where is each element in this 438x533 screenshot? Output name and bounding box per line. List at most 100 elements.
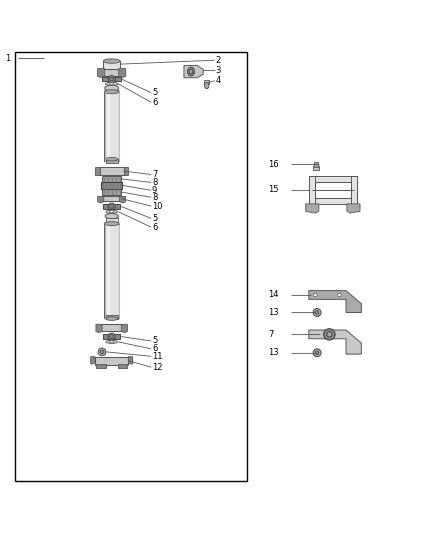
Bar: [100, 167, 124, 175]
Polygon shape: [96, 324, 102, 333]
Text: 5: 5: [152, 336, 157, 345]
Ellipse shape: [106, 317, 118, 320]
Ellipse shape: [106, 210, 117, 213]
Ellipse shape: [315, 351, 319, 354]
Bar: [96, 364, 106, 368]
Text: 6: 6: [152, 344, 157, 353]
Ellipse shape: [327, 332, 332, 337]
Bar: [104, 224, 119, 318]
Bar: [106, 315, 118, 319]
Bar: [102, 176, 121, 182]
Ellipse shape: [104, 222, 119, 225]
Bar: [309, 175, 315, 204]
Text: 6: 6: [152, 98, 157, 107]
Polygon shape: [124, 167, 128, 175]
Bar: [15, 52, 247, 481]
Polygon shape: [128, 357, 133, 364]
Bar: [103, 334, 120, 339]
Text: 5: 5: [152, 88, 157, 97]
Bar: [101, 324, 123, 332]
Ellipse shape: [106, 340, 117, 343]
Polygon shape: [98, 197, 104, 203]
Polygon shape: [121, 324, 127, 333]
Text: 8: 8: [152, 178, 157, 187]
Bar: [105, 90, 118, 94]
Bar: [351, 175, 357, 204]
Text: 13: 13: [268, 308, 279, 317]
Text: 9: 9: [152, 186, 157, 195]
Bar: [314, 162, 318, 167]
Text: 8: 8: [152, 193, 157, 202]
Polygon shape: [120, 197, 126, 203]
Text: 10: 10: [152, 201, 162, 211]
Ellipse shape: [187, 67, 194, 76]
Text: 7: 7: [152, 170, 157, 179]
Polygon shape: [309, 330, 361, 354]
Ellipse shape: [110, 77, 114, 81]
Text: 12: 12: [152, 363, 162, 372]
Ellipse shape: [315, 311, 319, 314]
Ellipse shape: [110, 341, 114, 343]
Text: 14: 14: [268, 290, 279, 300]
Ellipse shape: [189, 69, 193, 74]
Text: 6: 6: [152, 223, 157, 231]
Ellipse shape: [313, 349, 321, 357]
Bar: [103, 61, 120, 69]
Bar: [118, 364, 127, 368]
Text: 5: 5: [152, 214, 157, 223]
Bar: [309, 176, 357, 182]
Bar: [102, 189, 121, 195]
Polygon shape: [184, 66, 203, 78]
Text: 7: 7: [268, 330, 273, 339]
Bar: [106, 159, 118, 163]
Bar: [106, 217, 118, 222]
Ellipse shape: [106, 82, 118, 85]
Polygon shape: [347, 204, 360, 213]
Ellipse shape: [108, 203, 115, 210]
Bar: [107, 224, 110, 318]
Bar: [95, 357, 128, 365]
Ellipse shape: [103, 59, 120, 63]
Bar: [102, 197, 121, 201]
Bar: [104, 91, 119, 161]
Ellipse shape: [98, 348, 106, 356]
Text: 4: 4: [215, 76, 221, 85]
Text: 2: 2: [215, 56, 221, 64]
Polygon shape: [91, 357, 95, 364]
Polygon shape: [95, 167, 100, 175]
Ellipse shape: [338, 293, 341, 297]
Bar: [101, 182, 122, 189]
Text: 1: 1: [5, 54, 10, 63]
Bar: [313, 166, 319, 169]
Ellipse shape: [105, 85, 119, 91]
Ellipse shape: [110, 211, 114, 213]
Ellipse shape: [106, 157, 118, 161]
Polygon shape: [306, 204, 319, 213]
Text: 3: 3: [215, 66, 221, 75]
Bar: [309, 198, 357, 204]
Ellipse shape: [108, 333, 115, 340]
Ellipse shape: [104, 90, 119, 94]
Ellipse shape: [110, 205, 114, 208]
Ellipse shape: [205, 83, 209, 88]
Ellipse shape: [110, 83, 114, 85]
Text: 16: 16: [268, 160, 279, 169]
Bar: [204, 80, 209, 84]
Polygon shape: [98, 69, 105, 77]
Bar: [103, 204, 120, 209]
Text: 13: 13: [268, 348, 279, 357]
Polygon shape: [309, 290, 361, 312]
Bar: [107, 91, 110, 161]
Bar: [102, 77, 121, 81]
Ellipse shape: [105, 214, 118, 219]
Bar: [101, 69, 122, 76]
Ellipse shape: [314, 293, 317, 297]
Ellipse shape: [100, 350, 104, 354]
Ellipse shape: [324, 329, 335, 340]
Text: 15: 15: [268, 185, 279, 195]
Ellipse shape: [108, 76, 115, 83]
Text: 11: 11: [152, 352, 162, 361]
Ellipse shape: [110, 335, 114, 338]
Polygon shape: [119, 69, 126, 77]
Ellipse shape: [313, 309, 321, 317]
